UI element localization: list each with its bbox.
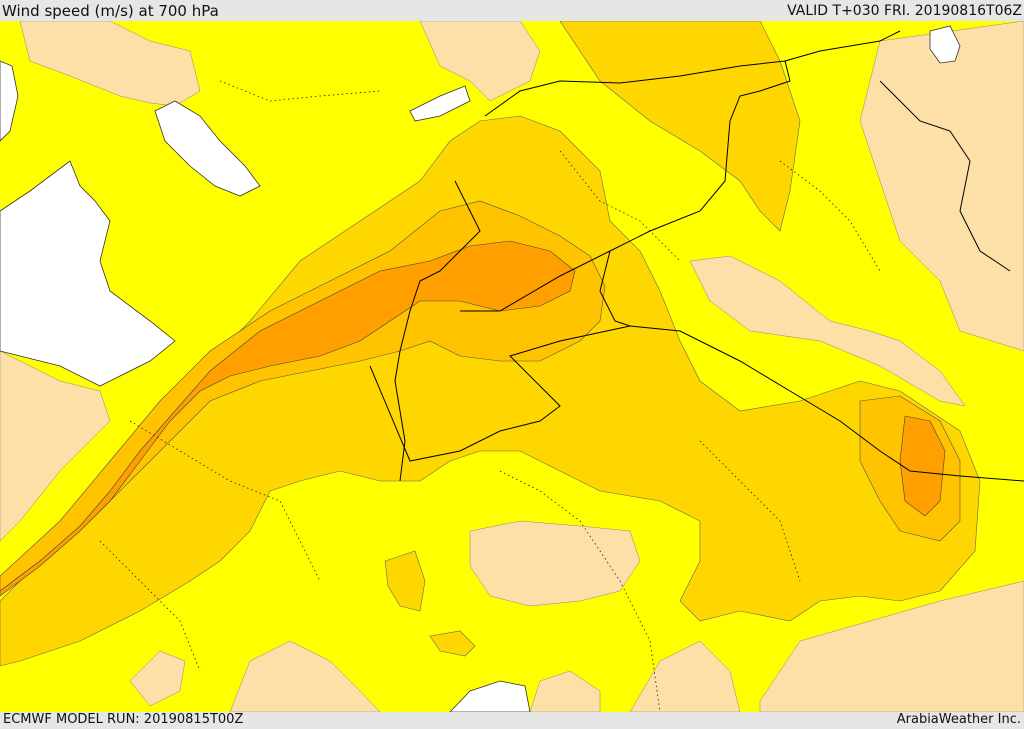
credit: ArabiaWeather Inc. xyxy=(896,712,1021,727)
footer-bar: ECMWF MODEL RUN: 20190815T00Z ArabiaWeat… xyxy=(0,712,1024,729)
strong-wind-areas xyxy=(0,240,946,597)
province-borders xyxy=(99,80,881,712)
sea-areas xyxy=(0,25,961,712)
country-borders xyxy=(369,30,1024,482)
wind-speed-map xyxy=(0,21,1024,712)
moderate-wind-areas xyxy=(0,21,981,667)
valid-time: VALID T+030 FRI. 20190816T06Z xyxy=(787,3,1022,19)
map-title: Wind speed (m/s) at 700 hPa xyxy=(2,2,219,20)
model-run: ECMWF MODEL RUN: 20190815T00Z xyxy=(3,712,244,727)
header-bar: Wind speed (m/s) at 700 hPa VALID T+030 … xyxy=(0,0,1024,21)
calm-wind-areas xyxy=(0,21,1024,712)
